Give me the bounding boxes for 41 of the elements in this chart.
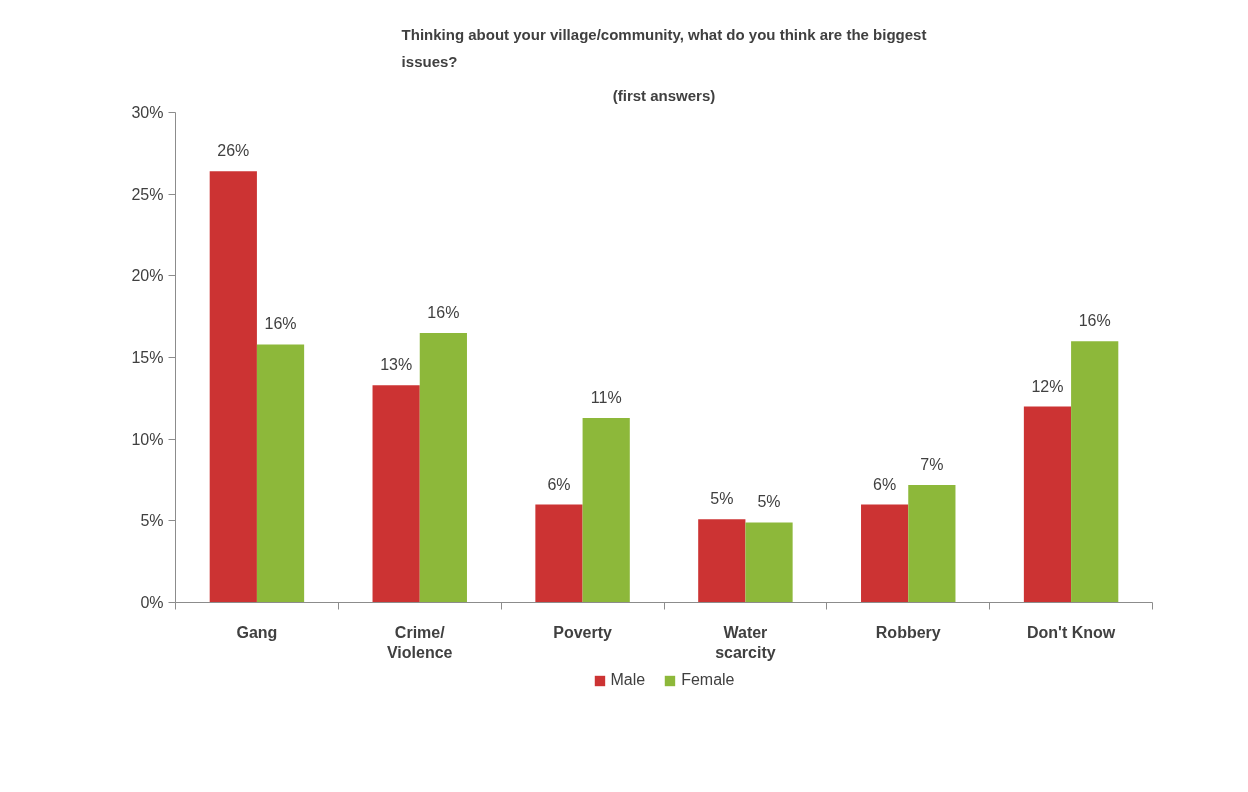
bar bbox=[908, 484, 956, 603]
bar bbox=[1071, 341, 1119, 603]
bar bbox=[256, 344, 305, 603]
x-tick-label: Water scarcity bbox=[715, 623, 776, 661]
bar bbox=[698, 519, 746, 603]
x-tick-label: Crime/ Violence bbox=[386, 623, 453, 661]
data-label: 12% bbox=[1031, 377, 1064, 395]
data-label: 6% bbox=[873, 475, 897, 493]
data-label: 16% bbox=[264, 315, 297, 333]
bar bbox=[1023, 406, 1072, 603]
bar bbox=[419, 333, 467, 603]
chart-subtitle: (first answers) bbox=[612, 86, 716, 104]
bar bbox=[861, 504, 909, 603]
data-label: 16% bbox=[1078, 312, 1111, 330]
data-label: 13% bbox=[380, 356, 413, 374]
bar bbox=[745, 522, 793, 603]
legend-label: Female bbox=[681, 671, 735, 689]
x-tick-label: Gang bbox=[236, 623, 278, 641]
bar bbox=[582, 417, 630, 603]
bar bbox=[372, 385, 420, 603]
bar bbox=[209, 171, 257, 603]
data-label: 16% bbox=[427, 304, 460, 321]
chart-title: Thinking about your village/community, what do you think are the biggest issues? bbox=[401, 26, 927, 71]
data-label: 6% bbox=[547, 475, 571, 493]
data-label: 7% bbox=[920, 455, 944, 473]
x-tick-label: Poverty bbox=[553, 623, 613, 641]
data-label: 5% bbox=[757, 493, 781, 511]
x-tick-label: Don't Know bbox=[1026, 623, 1116, 641]
y-tick-label: 15% bbox=[131, 349, 164, 366]
y-tick-label: 20% bbox=[131, 267, 164, 285]
y-tick-label: 10% bbox=[131, 430, 164, 448]
y-tick-label: 25% bbox=[131, 185, 164, 203]
x-tick-label: Robbery bbox=[875, 623, 941, 641]
legend-label: Male bbox=[610, 671, 646, 689]
y-tick-label: 5% bbox=[140, 512, 164, 530]
bar bbox=[535, 504, 583, 603]
data-label: 11% bbox=[590, 388, 622, 406]
y-tick-label: 30% bbox=[131, 104, 164, 121]
y-tick-label: 0% bbox=[140, 594, 164, 611]
data-label: 26% bbox=[217, 142, 250, 160]
data-label: 5% bbox=[710, 490, 734, 508]
